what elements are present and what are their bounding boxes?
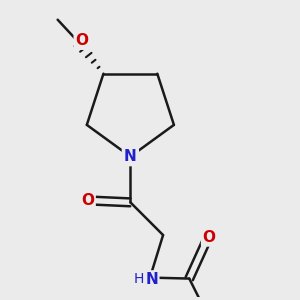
Text: O: O — [202, 230, 215, 245]
Text: H: H — [134, 272, 144, 286]
Text: O: O — [81, 193, 94, 208]
Text: O: O — [75, 34, 88, 49]
Text: N: N — [124, 149, 137, 164]
Text: N: N — [145, 272, 158, 287]
